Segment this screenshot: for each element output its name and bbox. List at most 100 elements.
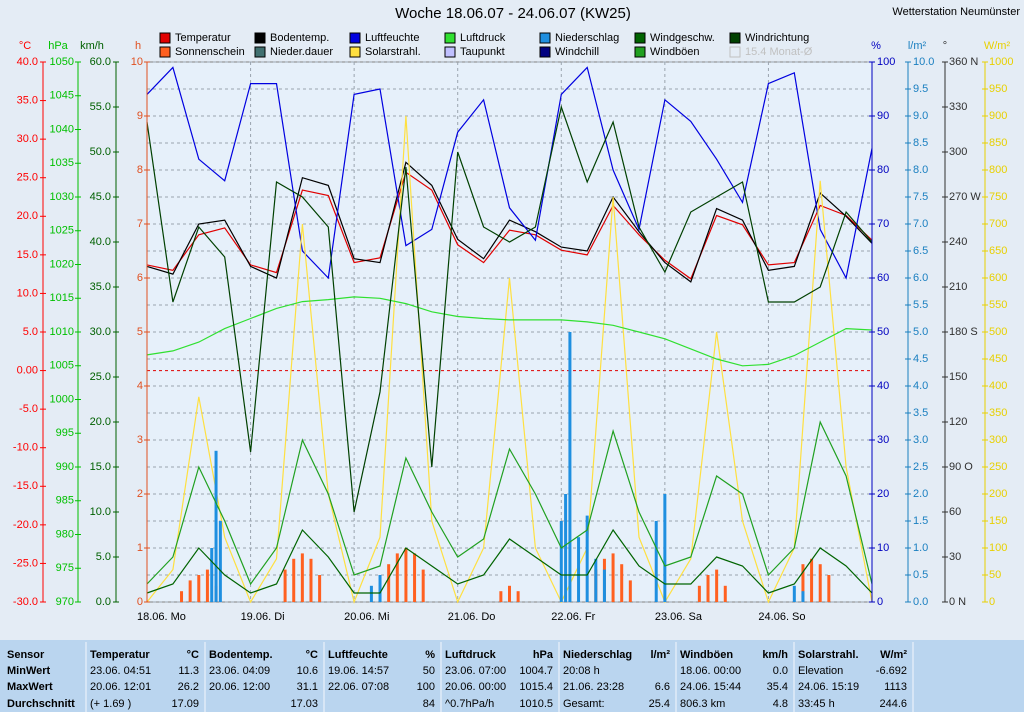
legend-label: Niederschlag (555, 32, 619, 44)
column-title: Niederschlag (563, 649, 632, 661)
y-tick-label: 0.00 (17, 364, 38, 376)
axis-label: km/h (80, 40, 104, 52)
legend-swatch (159, 32, 171, 44)
cell-text: 20.06. 12:01 (90, 681, 151, 693)
bar (210, 548, 214, 602)
y-tick-label: -25.0 (13, 557, 38, 569)
y-tick-label: 180 S (949, 326, 978, 338)
y-tick-label: 100 (989, 542, 1007, 554)
cell-text: 19.06. 14:57 (328, 665, 389, 677)
cell-value: 1010.5 (519, 698, 553, 710)
column-title: Sensor (7, 649, 45, 661)
y-tick-label: 3 (137, 434, 143, 446)
y-tick-label: -5.0 (19, 403, 38, 415)
y-tick-label: 50 (877, 326, 889, 338)
y-tick-label: 5.0 (96, 551, 111, 563)
y-tick-label: 40 (877, 380, 889, 392)
y-tick-label: 10.0 (913, 56, 934, 68)
y-tick-label: 8.0 (913, 164, 928, 176)
bar (663, 494, 667, 602)
bar (559, 521, 563, 602)
bar (180, 591, 184, 602)
y-tick-label: 15.0 (90, 461, 111, 473)
cell-value: 6.6 (655, 681, 670, 693)
y-tick-label: 980 (56, 528, 74, 540)
y-tick-label: 1000 (989, 56, 1013, 68)
y-tick-label: 1040 (50, 123, 74, 135)
bar (378, 575, 382, 602)
y-tick-label: 60 (877, 272, 889, 284)
y-tick-label: 60.0 (90, 56, 111, 68)
y-tick-label: 350 (989, 407, 1007, 419)
legend-label: Temperatur (175, 32, 231, 44)
cell-text: Gesamt: (563, 698, 605, 710)
cell-value: -6.692 (876, 665, 907, 677)
legend-label: Windchill (555, 46, 599, 58)
x-tick-label: 18.06. Mo (137, 611, 186, 623)
axis-label: hPa (48, 40, 68, 52)
y-tick-label: 300 (989, 434, 1007, 446)
column-unit: % (425, 649, 435, 661)
legend-label: Bodentemp. (270, 32, 329, 44)
y-tick-label: 30.0 (90, 326, 111, 338)
y-tick-label: 600 (989, 272, 1007, 284)
bar (568, 332, 572, 602)
y-tick-label: 850 (989, 137, 1007, 149)
y-tick-label: 985 (56, 495, 74, 507)
bar (369, 585, 373, 602)
cell-text: 23.06. 04:09 (209, 665, 270, 677)
y-tick-label: 450 (989, 353, 1007, 365)
y-tick-label: 6 (137, 272, 143, 284)
bar (421, 569, 425, 602)
bar (697, 585, 701, 602)
y-tick-label: -15.0 (13, 480, 38, 492)
y-tick-label: 100 (877, 56, 895, 68)
y-tick-label: 200 (989, 488, 1007, 500)
legend-swatch (444, 46, 456, 58)
bar (628, 580, 632, 602)
cell-value: 50 (423, 665, 435, 677)
legend-label: Luftdruck (460, 32, 506, 44)
y-tick-label: 210 (949, 281, 967, 293)
y-tick-label: 1010 (50, 326, 74, 338)
y-tick-label: 995 (56, 427, 74, 439)
y-tick-label: 25.0 (90, 371, 111, 383)
y-tick-label: 2.0 (913, 488, 928, 500)
legend-label: Windböen (650, 46, 700, 58)
axis-label: h (135, 40, 141, 52)
cell-value: 25.4 (649, 698, 670, 710)
bar (585, 515, 589, 602)
y-tick-label: 35.0 (17, 94, 38, 106)
bar (205, 569, 209, 602)
legend-label: Sonnenschein (175, 46, 245, 58)
series-line (146, 528, 873, 594)
legend-swatch (729, 32, 741, 44)
y-tick-label: 8.5 (913, 137, 928, 149)
bar (197, 575, 201, 602)
cell-value: 31.1 (297, 681, 318, 693)
y-tick-label: 10 (131, 56, 143, 68)
column-unit: km/h (762, 649, 788, 661)
bar (564, 494, 568, 602)
cell-value: 0.0 (773, 665, 788, 677)
legend-label: Taupunkt (460, 46, 505, 58)
y-tick-label: 5.5 (913, 299, 928, 311)
cell-text: 33:45 h (798, 698, 835, 710)
y-tick-label: 10 (877, 542, 889, 554)
y-tick-label: 20.0 (90, 416, 111, 428)
y-tick-label: 150 (949, 371, 967, 383)
cell-value: 1015.4 (519, 681, 553, 693)
bar (292, 558, 296, 602)
y-tick-label: -20.0 (13, 519, 38, 531)
y-tick-label: 9.5 (913, 83, 928, 95)
legend-label: Windgeschw. (650, 32, 715, 44)
y-tick-label: 1050 (50, 56, 74, 68)
cell-text: 20.06. 12:00 (209, 681, 270, 693)
axis-label: ° (943, 40, 947, 52)
y-tick-label: 360 N (949, 56, 978, 68)
cell-value: 17.09 (171, 698, 199, 710)
x-tick-label: 19.06. Di (241, 611, 285, 623)
y-tick-label: 950 (989, 83, 1007, 95)
cell-text: (+ 1.69 ) (90, 698, 131, 710)
cell-text: 23.06. 07:00 (445, 665, 506, 677)
